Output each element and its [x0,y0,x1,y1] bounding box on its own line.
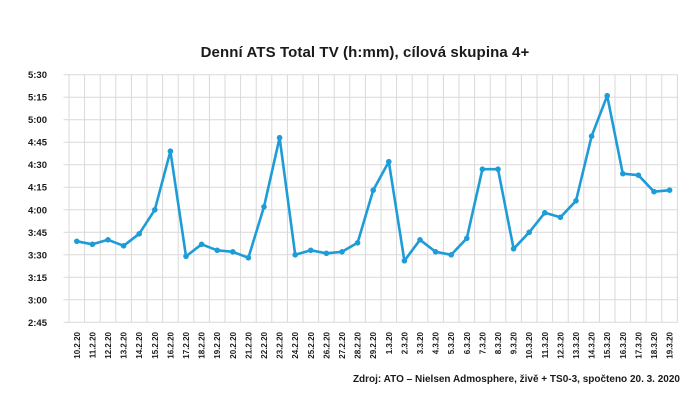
y-tick-label: 2:45 [28,318,48,329]
data-point [666,187,673,193]
data-point [245,254,252,261]
data-point [261,204,267,210]
data-point [105,237,111,243]
x-tick-label: 13.3.20 [572,331,581,358]
x-tick-label: 20.2.20 [229,331,238,358]
data-point [495,166,501,172]
data-point [526,229,532,236]
x-tick-label: 15.2.20 [151,331,160,358]
x-tick-label: 11.2.20 [88,331,97,358]
x-tick-label: 14.3.20 [588,331,597,358]
data-point [604,92,610,99]
data-point [339,249,345,255]
data-point [370,187,377,193]
x-tick-label: 22.2.20 [260,331,269,358]
data-point [588,133,595,139]
data-point [448,252,455,258]
data-point [573,198,579,204]
data-point [136,231,142,237]
x-tick-label: 11.3.20 [541,331,550,358]
x-tick-label: 17.3.20 [634,331,643,358]
data-point [323,250,330,257]
x-tick-label: 17.2.20 [182,331,191,358]
x-tick-label: 4.3.20 [432,331,441,354]
x-tick-label: 5.3.20 [447,331,456,354]
y-tick-label: 3:30 [28,250,47,261]
data-point [651,188,657,195]
x-tick-label: 6.3.20 [463,331,472,354]
data-point [198,241,205,248]
y-tick-label: 4:00 [28,205,47,216]
data-point [183,253,189,260]
chart-title: Denní ATS Total TV (h:mm), cílová skupin… [200,44,530,61]
x-tick-label: 9.3.20 [510,331,519,354]
x-tick-label: 3.3.20 [416,331,425,354]
data-point [386,158,392,165]
y-tick-label: 5:00 [28,115,47,126]
data-point [74,238,80,245]
x-tick-label: 10.3.20 [525,331,534,358]
x-tick-label: 16.2.20 [166,331,175,358]
x-tick-label: 19.3.20 [666,331,675,358]
ats-series-line [75,94,671,263]
x-tick-label: 27.2.20 [338,331,347,358]
y-tick-label: 3:00 [28,295,47,306]
data-point [214,247,220,254]
x-tick-label: 1.3.20 [385,331,394,354]
data-point [308,247,314,254]
y-tick-label: 3:15 [28,273,48,284]
y-axis-labels: 5:30 5:15 5:00 4:45 4:30 4:15 4:00 3:45 3:30 3:15… [28,70,48,329]
data-point [635,172,642,178]
y-tick-label: 5:30 [28,70,47,81]
x-tick-label: 8.3.20 [494,331,503,354]
x-tick-label: 29.2.20 [369,331,378,358]
x-tick-label: 21.2.20 [244,331,253,358]
x-tick-label: 26.2.20 [322,331,331,358]
x-tick-label: 15.3.20 [603,331,612,358]
x-tick-label: 2.3.20 [400,331,409,354]
source-note: Zdroj: ATO – Nielsen Admosphere, živě + … [352,374,680,385]
data-point [401,258,408,264]
data-point [464,235,470,242]
x-tick-label: 25.2.20 [307,331,316,358]
x-tick-label: 24.2.20 [291,331,300,358]
data-point [432,249,439,255]
y-tick-label: 4:15 [28,183,48,194]
x-tick-label: 13.2.20 [120,331,129,358]
data-point [510,246,517,252]
x-tick-label: 12.2.20 [104,331,113,358]
data-point [620,170,626,177]
x-tick-label: 10.2.20 [73,331,82,358]
x-tick-label: 7.3.20 [478,331,487,354]
gridlines [63,74,678,323]
y-tick-label: 3:45 [28,228,48,239]
y-tick-label: 5:15 [28,93,48,104]
y-tick-label: 4:45 [28,138,48,149]
data-point [479,166,486,172]
data-point [120,243,127,249]
x-tick-label: 16.3.20 [619,331,628,358]
data-point [152,207,158,213]
data-point [354,240,361,246]
data-point [276,134,283,141]
data-point [230,249,236,255]
data-point-markers [74,92,673,264]
x-tick-label: 18.3.20 [650,331,659,358]
x-tick-label: 18.2.20 [198,331,207,358]
x-tick-label: 12.3.20 [556,331,565,358]
x-tick-label: 19.2.20 [213,331,222,358]
data-point [89,241,96,248]
x-tick-label: 14.2.20 [135,331,144,358]
y-tick-label: 4:30 [28,160,47,171]
x-axis-labels: 10.2.20 11.2.20 12.2.20 13.2.20 14.2.20 15.2.… [73,331,675,358]
x-tick-label: 23.2.20 [276,331,285,358]
data-point [557,214,564,221]
x-tick-label: 28.2.20 [354,331,363,358]
data-point [417,237,423,243]
data-point [292,252,299,258]
data-point [167,148,174,154]
data-point [542,210,548,216]
